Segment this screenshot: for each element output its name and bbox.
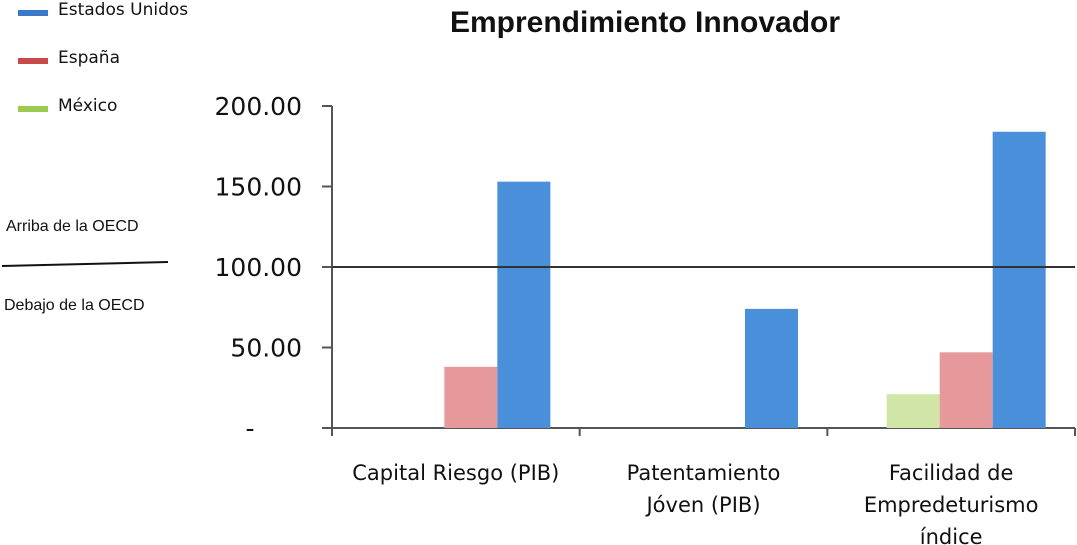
legend-label-mexico: México — [58, 96, 118, 116]
x-category-label-line: Capital Riesgo (PIB) — [352, 461, 559, 485]
bar-estados-unidos-2 — [745, 308, 798, 428]
y-tick-label: 50.00 — [230, 334, 302, 363]
legend-swatch-espana — [18, 58, 48, 64]
x-category-label-line: Empredeturismo — [864, 493, 1039, 517]
chart-title: Emprendimiento Innovador — [450, 6, 840, 39]
x-category-label: Patentamiento Jóven (PIB) — [627, 461, 781, 517]
x-category-label-line: Facilidad de — [889, 461, 1014, 485]
bar-espa-a-3 — [939, 352, 993, 428]
x-category-label: Capital Riesgo (PIB) — [352, 461, 559, 485]
x-category-label: Facilidad de Empredeturismo índice — [864, 461, 1039, 545]
annotation-above-oecd: Arriba de la OECD — [6, 218, 139, 235]
x-category-label-line: Patentamiento — [627, 461, 781, 485]
bar-estados-unidos-1 — [497, 181, 551, 428]
legend-label-espana: España — [58, 48, 120, 68]
y-tick-label: - — [245, 414, 254, 443]
y-tick-label: 200.00 — [215, 92, 302, 121]
plot-area: - 50.00 100.00 150.00 200.00 Capital Riesgo (… — [215, 92, 1076, 545]
oecd-divider-line — [1, 261, 169, 267]
y-tick-label: 100.00 — [215, 253, 302, 282]
legend-swatch-mexico — [18, 106, 48, 112]
legend-swatch-estados-unidos — [18, 10, 48, 16]
x-category-label-line: Jóven (PIB) — [644, 493, 760, 517]
y-tick-label: 150.00 — [215, 173, 302, 202]
legend-label-estados-unidos: Estados Unidos — [58, 0, 189, 20]
bar-espa-a-1 — [444, 366, 498, 428]
bar-m-xico-3 — [886, 394, 940, 428]
annotation-below-oecd: Debajo de la OECD — [4, 297, 145, 314]
bar-estados-unidos-3 — [992, 131, 1046, 428]
x-category-label-line: índice — [920, 525, 983, 545]
